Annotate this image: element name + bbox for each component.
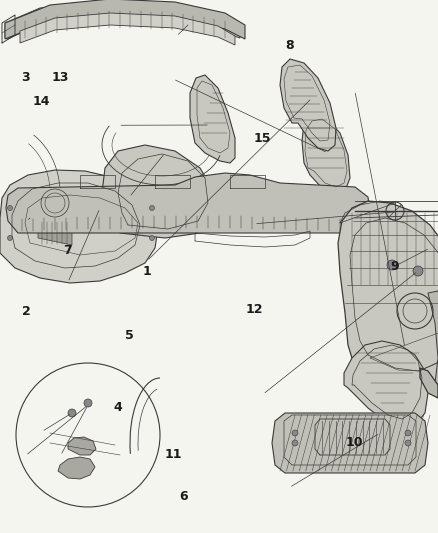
Circle shape <box>292 440 298 446</box>
Text: 15: 15 <box>254 132 272 145</box>
Text: 2: 2 <box>22 305 31 318</box>
Polygon shape <box>338 201 438 391</box>
Circle shape <box>405 440 411 446</box>
Text: 8: 8 <box>285 39 293 52</box>
Circle shape <box>84 399 92 407</box>
Polygon shape <box>280 59 336 151</box>
Polygon shape <box>6 173 370 233</box>
Text: 6: 6 <box>180 490 188 503</box>
Text: 3: 3 <box>21 71 30 84</box>
Text: 9: 9 <box>390 260 399 273</box>
Circle shape <box>149 236 155 240</box>
Polygon shape <box>344 341 428 428</box>
Polygon shape <box>38 221 72 245</box>
Polygon shape <box>20 13 235 45</box>
Circle shape <box>149 206 155 211</box>
Text: 11: 11 <box>164 448 182 461</box>
Circle shape <box>68 409 76 417</box>
Polygon shape <box>5 3 240 39</box>
Circle shape <box>292 430 298 436</box>
Text: 4: 4 <box>114 401 123 414</box>
Polygon shape <box>420 368 438 398</box>
Circle shape <box>413 266 423 276</box>
Polygon shape <box>68 437 96 455</box>
Polygon shape <box>272 413 428 473</box>
Circle shape <box>405 430 411 436</box>
Circle shape <box>7 206 13 211</box>
Polygon shape <box>5 0 245 39</box>
Text: 1: 1 <box>142 265 151 278</box>
Text: 7: 7 <box>64 244 72 257</box>
Circle shape <box>387 260 397 270</box>
Circle shape <box>7 236 13 240</box>
Polygon shape <box>0 170 158 283</box>
Text: 14: 14 <box>33 95 50 108</box>
Polygon shape <box>428 291 438 391</box>
Polygon shape <box>190 75 235 163</box>
Polygon shape <box>102 145 215 238</box>
Text: 12: 12 <box>245 303 263 316</box>
Polygon shape <box>302 115 350 193</box>
Text: 10: 10 <box>346 436 364 449</box>
Text: 5: 5 <box>125 329 134 342</box>
Polygon shape <box>58 457 95 479</box>
Text: 13: 13 <box>52 71 69 84</box>
